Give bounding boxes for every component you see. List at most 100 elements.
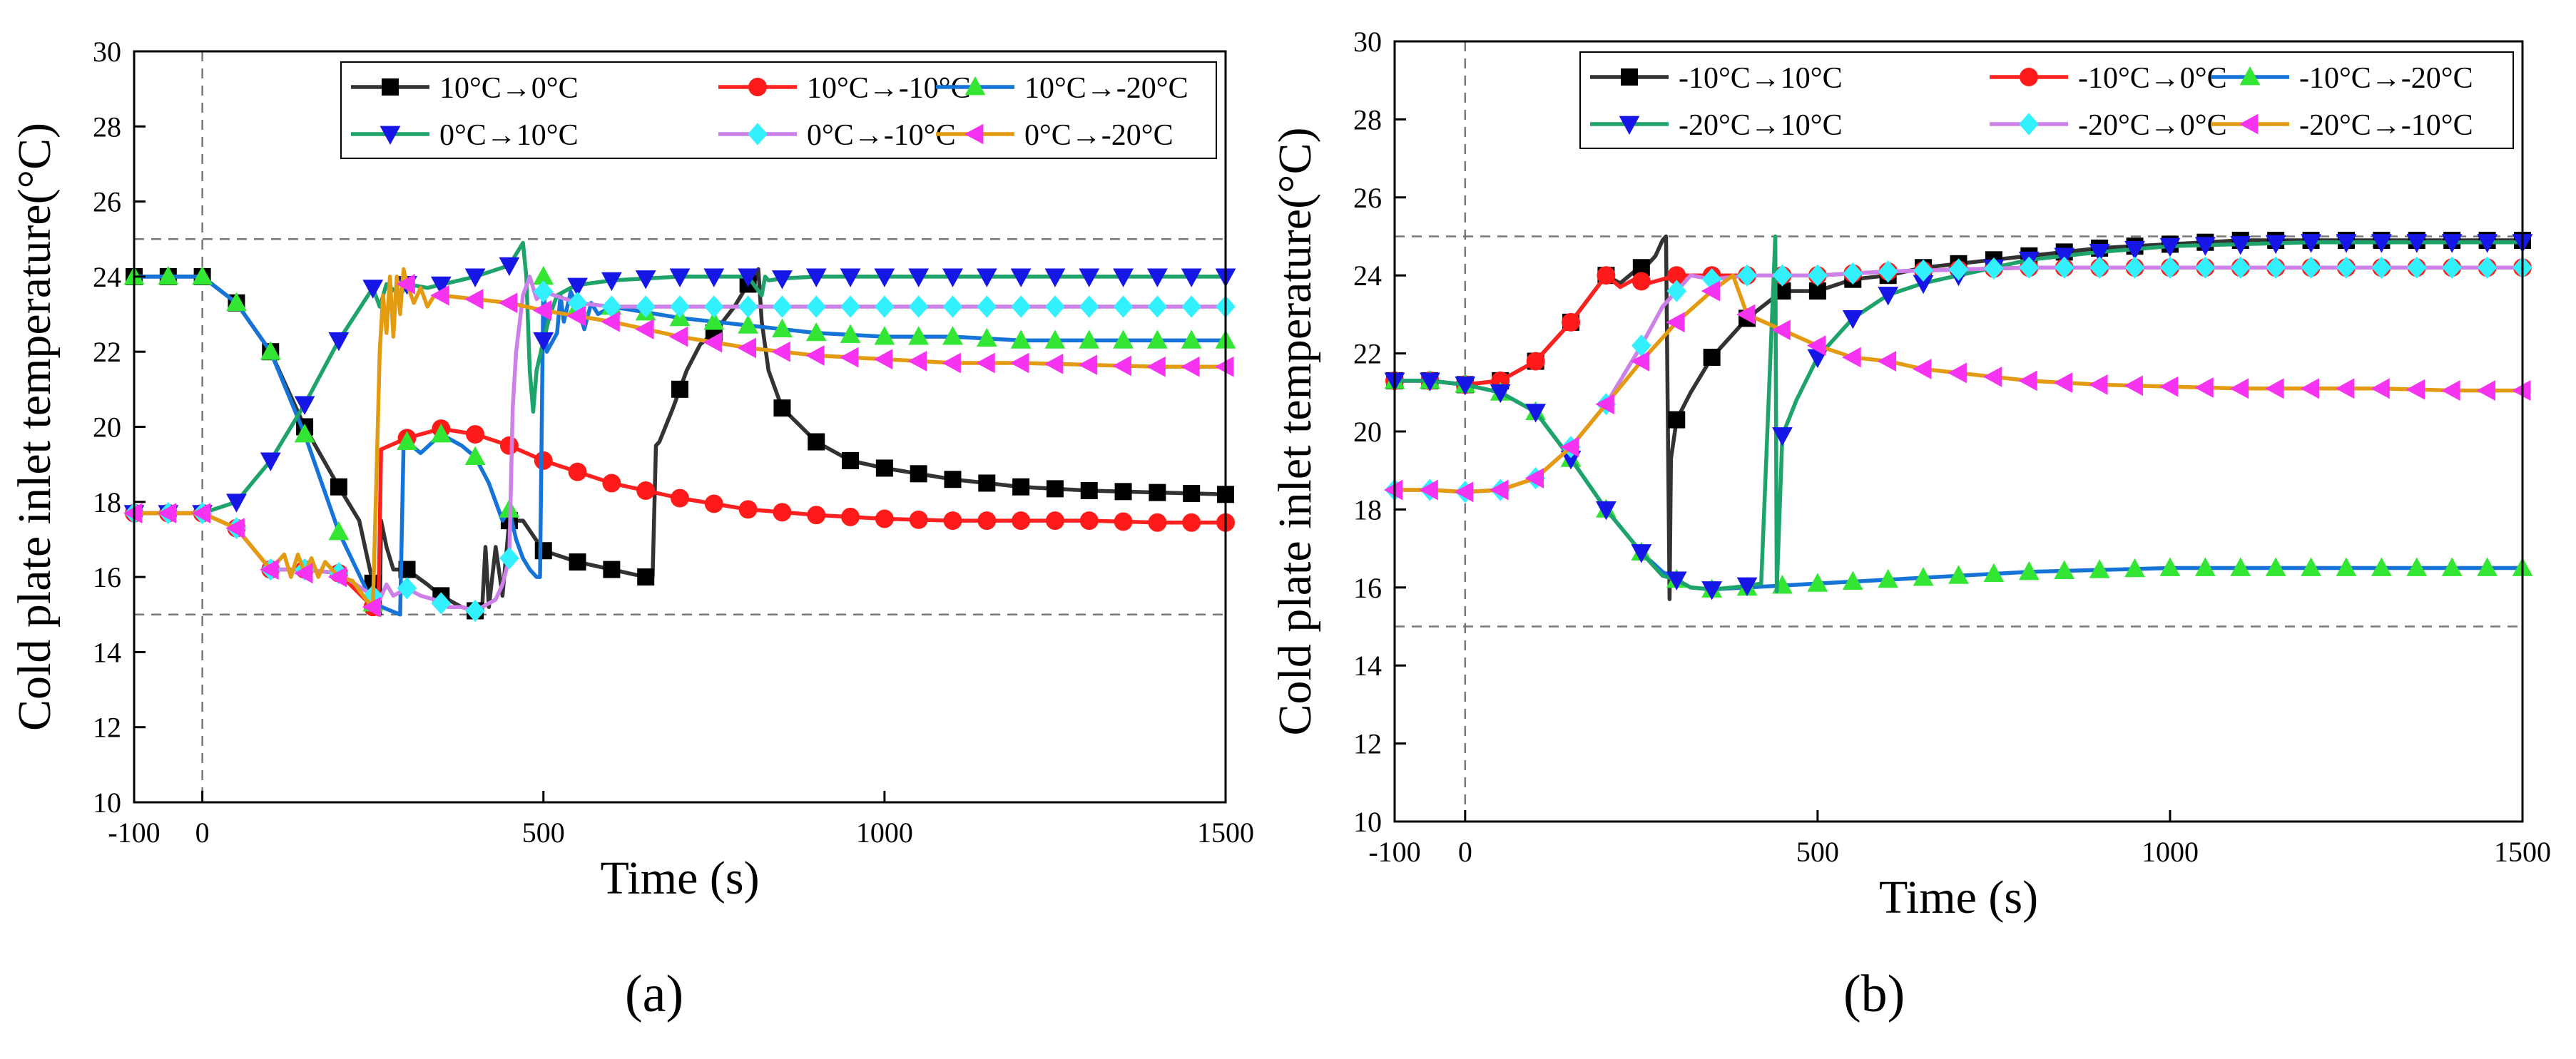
data-point bbox=[465, 599, 485, 623]
data-point bbox=[430, 276, 452, 296]
data-point bbox=[569, 553, 586, 571]
data-point bbox=[1736, 577, 1758, 597]
data-point bbox=[1080, 482, 1098, 500]
data-point bbox=[1046, 480, 1064, 498]
data-point bbox=[944, 471, 962, 488]
data-point bbox=[1597, 266, 1616, 285]
series-2 bbox=[123, 265, 1236, 617]
legend-swatch-marker bbox=[964, 76, 986, 96]
data-point bbox=[875, 509, 894, 528]
data-point bbox=[976, 327, 997, 347]
data-point bbox=[1878, 568, 1899, 588]
data-point bbox=[226, 292, 247, 312]
data-point bbox=[330, 478, 347, 496]
data-point bbox=[669, 326, 688, 347]
data-point bbox=[1045, 511, 1064, 531]
x-tick-label: -100 bbox=[108, 817, 160, 849]
legend: 10°C→0°C 10°C→-10°C 10°C→-20°C0°C→10°C 0°C→… bbox=[340, 61, 1217, 159]
data-point bbox=[1045, 295, 1065, 318]
data-point bbox=[807, 506, 826, 525]
data-point bbox=[2406, 256, 2427, 279]
data-point bbox=[2442, 256, 2462, 279]
data-point bbox=[601, 311, 620, 332]
data-point bbox=[1808, 264, 1828, 287]
legend-label: -10°C→0°C bbox=[2078, 62, 2227, 95]
data-point bbox=[1010, 352, 1029, 374]
legend-item-4: -20°C→0°C bbox=[1990, 109, 2227, 142]
legend-swatch-marker bbox=[748, 78, 767, 96]
data-point bbox=[123, 503, 143, 523]
data-point bbox=[1112, 355, 1131, 377]
data-point bbox=[1181, 295, 1201, 318]
data-point bbox=[158, 265, 179, 285]
data-point bbox=[464, 289, 484, 309]
data-point bbox=[773, 503, 792, 522]
y-tick-label: 16 bbox=[1353, 572, 1382, 604]
data-point bbox=[2300, 378, 2319, 399]
data-point bbox=[738, 295, 758, 318]
data-point bbox=[1877, 351, 1897, 372]
y-tick-label: 24 bbox=[93, 261, 121, 293]
data-point bbox=[1181, 356, 1200, 377]
data-point bbox=[1983, 563, 2005, 583]
series-1 bbox=[125, 419, 1235, 617]
data-point bbox=[1113, 329, 1134, 349]
legend-item-4: 0°C→-10°C bbox=[718, 119, 956, 152]
data-point bbox=[2089, 243, 2110, 263]
x-tick-label: 500 bbox=[522, 817, 565, 849]
data-point bbox=[1113, 268, 1134, 287]
data-point bbox=[1419, 479, 1438, 501]
data-point bbox=[1807, 573, 1828, 592]
data-point bbox=[499, 547, 519, 570]
data-point bbox=[670, 295, 690, 318]
data-point bbox=[2406, 379, 2425, 400]
data-point bbox=[2266, 256, 2286, 279]
data-point bbox=[1948, 565, 1969, 584]
data-point bbox=[294, 563, 313, 584]
y-tick-label: 22 bbox=[93, 336, 121, 368]
legend-swatch-marker bbox=[2239, 66, 2261, 86]
legend: -10°C→10°C -10°C→0°C -10°C→-20°C -20°C→10°C… bbox=[1579, 51, 2514, 149]
legend-swatch-marker bbox=[2239, 113, 2259, 135]
data-point bbox=[1526, 352, 1545, 371]
legend-label: -20°C→10°C bbox=[1679, 109, 1843, 142]
legend-swatch-marker bbox=[382, 78, 399, 96]
legend-label: -20°C→-10°C bbox=[2299, 109, 2473, 142]
data-point bbox=[1772, 264, 1793, 287]
data-point bbox=[2441, 234, 2463, 253]
data-point bbox=[1455, 376, 1476, 396]
data-point bbox=[2229, 378, 2249, 399]
data-point bbox=[1842, 571, 1863, 590]
series-5 bbox=[123, 267, 1234, 618]
data-point bbox=[772, 318, 793, 338]
y-tick-label: 16 bbox=[93, 561, 121, 593]
data-point bbox=[2301, 557, 2321, 576]
data-point bbox=[2230, 256, 2251, 279]
data-point bbox=[841, 507, 860, 526]
data-point bbox=[499, 436, 519, 455]
series-line bbox=[1395, 379, 2522, 592]
data-point bbox=[260, 559, 279, 580]
data-point bbox=[704, 295, 724, 318]
data-point bbox=[2194, 237, 2216, 256]
data-point bbox=[840, 347, 859, 368]
data-point bbox=[2477, 256, 2498, 279]
data-point bbox=[2160, 256, 2180, 279]
chart-a: -100 0 500 1000 1500 10 12 14 16 18 20 22 24 26 28 30 Ti… bbox=[9, 36, 1254, 904]
data-point bbox=[2089, 256, 2109, 279]
data-point bbox=[1631, 272, 1651, 291]
data-point bbox=[942, 326, 963, 345]
y-tick-label: 10 bbox=[93, 787, 121, 819]
data-point bbox=[2195, 256, 2216, 279]
data-point bbox=[908, 268, 930, 287]
data-point bbox=[2371, 378, 2390, 399]
data-point bbox=[466, 425, 485, 444]
data-point bbox=[977, 295, 997, 318]
data-point bbox=[1215, 356, 1234, 377]
data-point bbox=[909, 510, 928, 529]
data-point bbox=[636, 295, 656, 318]
data-point bbox=[294, 396, 315, 415]
data-point bbox=[2124, 256, 2145, 279]
series-3 bbox=[1384, 234, 2533, 600]
data-point bbox=[1806, 335, 1826, 357]
